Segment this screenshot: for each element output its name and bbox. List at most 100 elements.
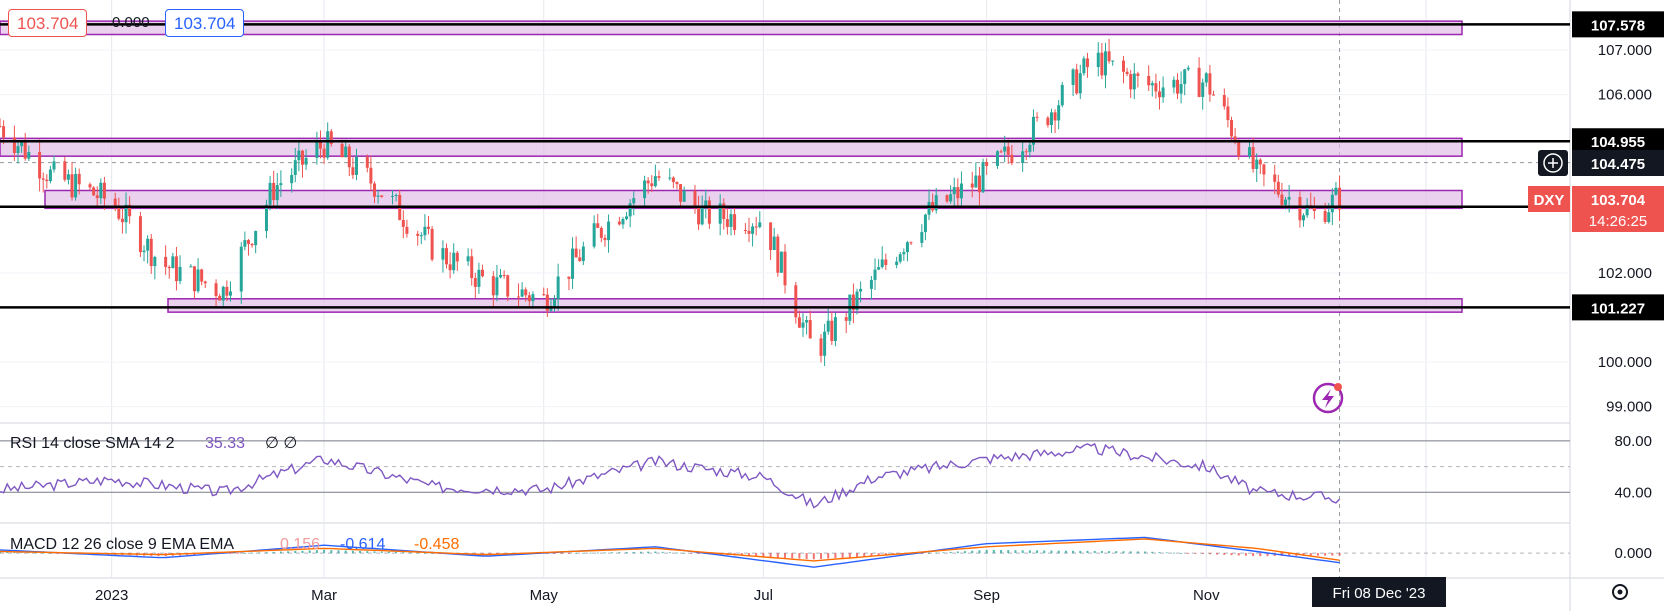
macd-hist-bar	[1122, 551, 1125, 554]
macd-hist-bar	[639, 551, 642, 554]
candle-body	[1208, 73, 1212, 95]
macd-hist-bar	[956, 551, 959, 554]
candle-body	[354, 156, 358, 175]
candle-body	[531, 294, 535, 302]
candle-body	[578, 257, 582, 262]
macd-hist-bar	[481, 553, 484, 555]
candle-body	[203, 281, 207, 284]
signal-line	[0, 538, 1340, 562]
candle-body	[391, 195, 394, 197]
candle-body	[974, 175, 978, 188]
macd-hist-bar	[49, 552, 52, 554]
macd-hist-bar	[366, 551, 369, 554]
candle-body	[844, 317, 848, 321]
macd-hist-bar	[258, 552, 261, 554]
macd-hist-bar	[387, 551, 390, 554]
candle-body	[344, 146, 348, 158]
macd-hist-bar	[798, 553, 801, 559]
candle-body	[646, 180, 650, 184]
candle-body	[1031, 116, 1035, 145]
candle-body	[650, 183, 654, 187]
candle-body	[164, 256, 168, 267]
macd-hist-bar	[776, 553, 779, 558]
level-tag	[1572, 294, 1664, 321]
plus-circle-icon[interactable]	[1543, 153, 1563, 173]
macd-legend-macd: -0.614	[340, 536, 385, 553]
macd-hist-bar	[1093, 551, 1096, 554]
candle-body	[995, 151, 999, 166]
candle-body	[1179, 84, 1183, 94]
candle-body	[898, 254, 902, 262]
candle-body	[675, 182, 679, 185]
candle-body	[1085, 58, 1089, 68]
candle-body	[506, 275, 510, 297]
macd-hist-bar	[762, 553, 765, 557]
macd-legend-signal: -0.458	[414, 536, 459, 553]
candle-body	[1262, 164, 1266, 175]
candle-body	[48, 169, 52, 182]
candle-body	[1273, 174, 1277, 182]
candle-body	[380, 195, 384, 197]
macd-hist-bar	[870, 553, 873, 557]
macd-hist-bar	[1057, 550, 1060, 554]
candle-body	[423, 226, 427, 236]
macd-hist-bar	[1028, 550, 1031, 554]
macd-hist-bar	[1237, 553, 1240, 556]
macd-hist-bar	[661, 551, 664, 554]
macd-hist-bar	[992, 550, 995, 554]
gear-icon[interactable]	[1612, 584, 1628, 600]
macd-hist-bar	[575, 552, 578, 554]
candle-body	[556, 276, 560, 300]
candle-body	[70, 174, 74, 198]
candle-body	[1103, 51, 1107, 76]
macd-hist-bar	[697, 553, 700, 554]
macd-tick-label: 0.000	[1614, 545, 1652, 562]
candle-body	[1233, 136, 1237, 143]
macd-hist-bar	[920, 553, 923, 554]
macd-hist-bar	[42, 552, 45, 554]
macd-hist-bar	[373, 551, 376, 554]
macd-hist-bar	[35, 552, 38, 554]
candle-body	[477, 269, 481, 287]
macd-hist-bar	[1194, 553, 1197, 554]
candle-body	[322, 148, 326, 158]
candle-body	[38, 151, 42, 179]
candle-body	[1147, 75, 1151, 86]
candle-body	[16, 146, 20, 154]
macd-hist-bar	[1252, 553, 1255, 557]
candle-body	[192, 266, 196, 292]
candle-body	[369, 167, 373, 184]
macd-hist-bar	[942, 552, 945, 554]
candle-body	[920, 232, 924, 243]
candle-body	[239, 246, 243, 292]
candle-body	[599, 227, 603, 238]
macd-hist-bar	[949, 551, 952, 554]
macd-hist-bar	[279, 551, 282, 554]
candle-body	[347, 146, 351, 168]
candle-body	[1204, 73, 1208, 83]
candle-body	[149, 238, 153, 267]
candle-body	[1305, 205, 1309, 216]
candle-body	[264, 204, 268, 231]
candle-body	[592, 223, 596, 247]
candle-body	[491, 276, 495, 296]
change-value: 0.000	[112, 14, 150, 31]
support-resistance-zones	[0, 20, 1463, 313]
candle-body	[99, 182, 103, 199]
macd-hist-bar	[1086, 550, 1089, 554]
lightning-icon[interactable]	[1312, 382, 1344, 414]
candle-body	[1136, 73, 1140, 76]
level-tag	[1572, 11, 1664, 38]
price-tick-label: 107.000	[1598, 42, 1652, 59]
candle-body	[452, 252, 456, 271]
macd-hist-bar	[618, 552, 621, 554]
candle-body	[952, 187, 956, 195]
price-tick-label: 99.000	[1606, 399, 1652, 416]
candle-body	[959, 183, 963, 199]
macd-hist-bar	[755, 553, 758, 557]
candle-body	[869, 279, 873, 289]
candle-body	[970, 183, 974, 188]
macd-hist-bar	[409, 552, 412, 554]
candle-body	[23, 141, 27, 159]
